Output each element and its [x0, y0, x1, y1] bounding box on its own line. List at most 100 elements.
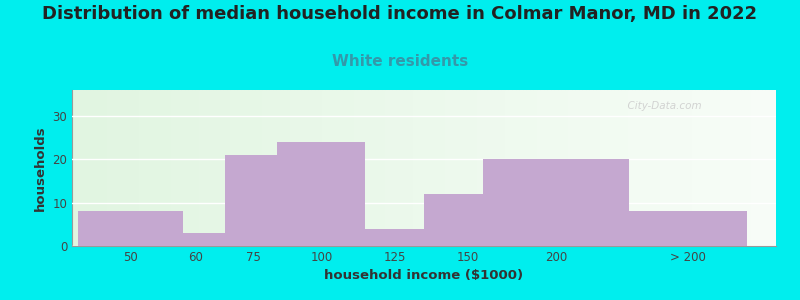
- Bar: [392, 90, 396, 246]
- Bar: [350, 229, 438, 246]
- Bar: [554, 90, 558, 246]
- Bar: [185, 90, 188, 246]
- Bar: [597, 90, 600, 246]
- X-axis label: household income ($1000): household income ($1000): [325, 269, 523, 282]
- Bar: [245, 90, 248, 246]
- Bar: [107, 90, 110, 246]
- Bar: [301, 90, 304, 246]
- Bar: [741, 90, 744, 246]
- Bar: [146, 90, 150, 246]
- Bar: [273, 90, 276, 246]
- Bar: [258, 90, 262, 246]
- Bar: [361, 90, 364, 246]
- Bar: [78, 211, 183, 246]
- Bar: [135, 90, 139, 246]
- Bar: [333, 90, 336, 246]
- Bar: [614, 90, 618, 246]
- Bar: [132, 90, 135, 246]
- Bar: [220, 90, 223, 246]
- Bar: [706, 90, 709, 246]
- Bar: [188, 90, 192, 246]
- Bar: [374, 90, 378, 246]
- Bar: [225, 155, 283, 246]
- Bar: [298, 90, 301, 246]
- Bar: [748, 90, 751, 246]
- Bar: [628, 90, 632, 246]
- Bar: [438, 90, 442, 246]
- Bar: [114, 90, 118, 246]
- Bar: [192, 90, 195, 246]
- Bar: [139, 90, 142, 246]
- Bar: [234, 90, 238, 246]
- Bar: [364, 90, 368, 246]
- Bar: [311, 90, 315, 246]
- Bar: [462, 90, 466, 246]
- Bar: [153, 90, 157, 246]
- Bar: [97, 90, 100, 246]
- Bar: [326, 90, 329, 246]
- Bar: [75, 90, 79, 246]
- Bar: [572, 90, 575, 246]
- Text: White residents: White residents: [332, 54, 468, 69]
- Bar: [427, 90, 431, 246]
- Bar: [421, 90, 424, 246]
- Bar: [713, 90, 716, 246]
- Bar: [150, 90, 153, 246]
- Bar: [403, 90, 406, 246]
- Bar: [590, 90, 593, 246]
- Bar: [603, 90, 607, 246]
- Bar: [568, 90, 572, 246]
- Bar: [726, 90, 730, 246]
- Bar: [716, 90, 720, 246]
- Bar: [82, 90, 86, 246]
- Bar: [607, 90, 610, 246]
- Bar: [294, 90, 298, 246]
- Bar: [406, 90, 410, 246]
- Bar: [206, 90, 210, 246]
- Bar: [241, 90, 245, 246]
- Bar: [118, 90, 122, 246]
- Bar: [278, 142, 366, 246]
- Bar: [251, 90, 255, 246]
- Bar: [142, 90, 146, 246]
- Bar: [766, 90, 769, 246]
- Bar: [586, 90, 590, 246]
- Bar: [315, 90, 318, 246]
- Bar: [166, 233, 225, 246]
- Bar: [653, 90, 656, 246]
- Bar: [276, 90, 280, 246]
- Bar: [674, 90, 678, 246]
- Bar: [723, 90, 726, 246]
- Bar: [730, 90, 734, 246]
- Bar: [339, 90, 343, 246]
- Bar: [618, 90, 621, 246]
- Bar: [484, 90, 487, 246]
- Bar: [498, 90, 502, 246]
- Bar: [417, 90, 421, 246]
- Bar: [630, 211, 746, 246]
- Bar: [558, 90, 562, 246]
- Bar: [582, 90, 586, 246]
- Bar: [290, 90, 294, 246]
- Bar: [491, 90, 494, 246]
- Bar: [656, 90, 660, 246]
- Bar: [170, 90, 174, 246]
- Bar: [280, 90, 283, 246]
- Bar: [456, 90, 459, 246]
- Bar: [769, 90, 773, 246]
- Bar: [621, 90, 625, 246]
- Bar: [336, 90, 339, 246]
- Bar: [487, 90, 491, 246]
- Bar: [452, 90, 456, 246]
- Bar: [410, 90, 414, 246]
- Bar: [238, 90, 241, 246]
- Bar: [227, 90, 230, 246]
- Bar: [442, 90, 445, 246]
- Bar: [575, 90, 579, 246]
- Bar: [198, 90, 202, 246]
- Bar: [650, 90, 653, 246]
- Bar: [660, 90, 663, 246]
- Bar: [688, 90, 691, 246]
- Text: Distribution of median household income in Colmar Manor, MD in 2022: Distribution of median household income …: [42, 4, 758, 22]
- Bar: [163, 90, 167, 246]
